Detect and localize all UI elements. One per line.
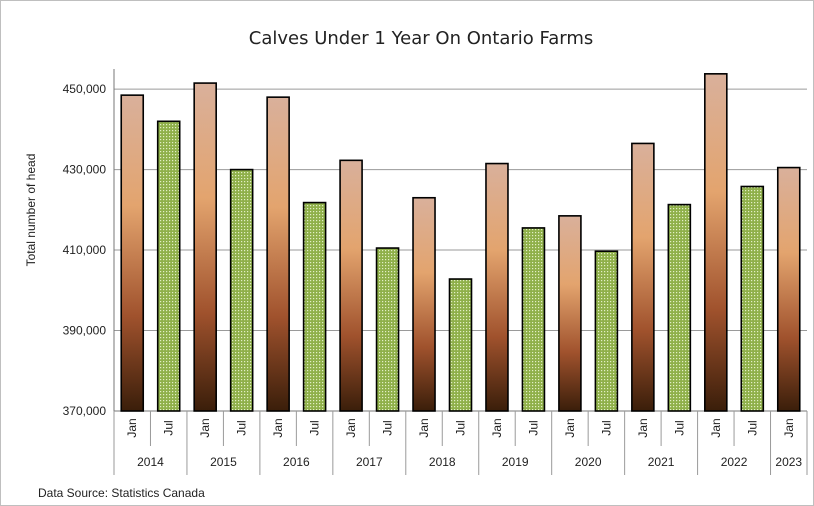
x-year-label: 2019: [502, 455, 529, 469]
bar-2014-jul: [156, 120, 181, 412]
bar-2017-jul: [375, 247, 400, 412]
bar-2021-jul: [667, 203, 692, 412]
x-tick-label: Jan: [563, 418, 577, 437]
x-tick-label: Jul: [235, 420, 249, 435]
gridlines: [114, 88, 807, 412]
x-tick-label: Jan: [125, 418, 139, 437]
x-axis: Jan Jul Jan Jul Jan Jul Jan Jul Jan Jul Jan Jul Jan J…: [113, 411, 808, 475]
bar-2019-jan: [485, 162, 509, 412]
x-year-label: 2015: [210, 455, 237, 469]
bar-2014-jan: [120, 94, 145, 412]
x-tick-label: Jan: [271, 418, 285, 437]
bar-2017-jan: [339, 159, 363, 412]
x-year-label: 2022: [721, 455, 748, 469]
bar-2020-jan: [558, 215, 582, 412]
data-source: Data Source: Statistics Canada: [38, 486, 205, 500]
x-tick-label: Jul: [308, 420, 322, 435]
bars: [120, 73, 801, 412]
chart-title: Calves Under 1 Year On Ontario Farms: [249, 28, 593, 49]
y-tick-label: 410,000: [63, 243, 107, 257]
x-tick-label: Jan: [709, 418, 723, 437]
x-year-label: 2023: [775, 455, 802, 469]
x-year-label: 2014: [137, 455, 164, 469]
bar-2015-jul: [229, 168, 254, 412]
x-tick-label: Jul: [672, 420, 686, 435]
x-year-label: 2016: [283, 455, 310, 469]
bar-2020-jul: [594, 250, 619, 412]
x-tick-label: Jan: [490, 418, 504, 437]
bar-2016-jan: [266, 96, 290, 412]
y-tick-label: 430,000: [63, 163, 107, 177]
bar-2019-jul: [521, 227, 546, 412]
y-axis-label: Total number of head: [24, 154, 38, 267]
x-year-label: 2018: [429, 455, 456, 469]
bar-2015-jan: [193, 82, 217, 412]
x-tick-label: Jul: [454, 420, 468, 435]
x-year-label: 2017: [356, 455, 383, 469]
bar-2022-jan: [704, 73, 728, 412]
x-tick-label: Jul: [745, 420, 759, 435]
x-tick-label: Jul: [526, 420, 540, 435]
x-tick-label: Jan: [344, 418, 358, 437]
x-tick-label: Jan: [782, 418, 796, 437]
bar-2018-jul: [448, 278, 473, 412]
bar-2023-jan: [776, 166, 801, 412]
x-tick-label: Jan: [198, 418, 212, 437]
x-tick-label: Jul: [599, 420, 613, 435]
y-tick-label: 390,000: [63, 324, 107, 338]
y-axis: 370,000 390,000 410,000 430,000 450,000: [63, 69, 115, 418]
x-tick-label: Jan: [636, 418, 650, 437]
x-tick-label: Jul: [162, 420, 176, 435]
bar-2021-jan: [631, 142, 655, 412]
y-tick-label: 370,000: [63, 404, 107, 418]
x-year-label: 2020: [575, 455, 602, 469]
x-tick-label: Jul: [381, 420, 395, 435]
bar-2016-jul: [302, 201, 327, 412]
x-tick-label: Jan: [417, 418, 431, 437]
bar-2018-jan: [412, 196, 436, 412]
y-tick-label: 450,000: [63, 82, 107, 96]
bar-2022-jul: [740, 185, 765, 412]
x-year-label: 2021: [648, 455, 675, 469]
